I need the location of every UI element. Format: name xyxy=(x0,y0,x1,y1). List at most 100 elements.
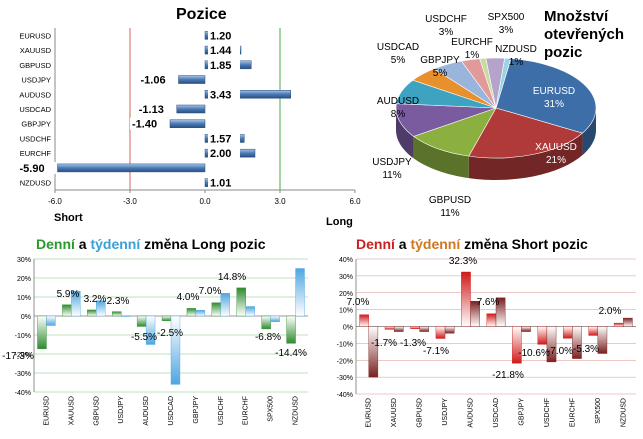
positions-value-label: 1.44 xyxy=(210,45,232,57)
change-data-label: -5.3% xyxy=(573,344,599,355)
weekly-change-bar xyxy=(572,326,582,359)
daily-change-bar xyxy=(236,287,246,317)
pie-slice-side xyxy=(396,108,414,159)
change-category-label: NZDUSD xyxy=(293,396,300,425)
daily-change-bar xyxy=(87,309,97,317)
positions-category-label: GBPUSD xyxy=(19,61,51,70)
positions-value-label: 1.01 xyxy=(210,178,231,190)
change-data-label: -1.7% xyxy=(371,338,397,349)
pie-label-name: GBPUSD xyxy=(429,195,471,206)
change-category-label: XAUUSD xyxy=(391,398,398,427)
weekly-change-bar xyxy=(170,315,181,385)
long-title-daily: Denní xyxy=(36,236,75,252)
change-category-label: GBPUSD xyxy=(93,396,100,426)
positions-value-label-bg xyxy=(208,132,240,145)
short-label: Short xyxy=(54,212,83,224)
change-category-label: AUDUSD xyxy=(143,396,150,426)
change-data-label: -5.5% xyxy=(131,332,157,343)
change-y-tick-label: 40% xyxy=(339,257,353,264)
change-category-label: USDCHF xyxy=(218,396,225,425)
change-y-tick-label: -40% xyxy=(337,392,353,399)
weekly-change-bar xyxy=(495,297,506,327)
pie-label-percent: 1% xyxy=(465,50,480,61)
pie-slice-eurusd xyxy=(495,58,597,134)
change-data-label: -7.1% xyxy=(423,346,449,357)
weekly-change-bar xyxy=(597,326,608,354)
positions-value-label-bg xyxy=(17,161,57,174)
daily-change-bar xyxy=(37,315,47,350)
open-positions-pie: EURUSD 31% XAUUSD 21% GBPUSD 11% USDJPY 11% AUDU… xyxy=(368,0,643,232)
daily-change-bar xyxy=(161,315,172,321)
pie-label-name: AUDUSD xyxy=(377,96,419,107)
change-category-label: EURUSD xyxy=(366,398,373,428)
pie-label-name: USDCHF xyxy=(425,14,467,25)
daily-change-bar xyxy=(112,311,122,317)
weekly-change-bar xyxy=(46,315,56,326)
pie-slice-side xyxy=(582,108,596,156)
positions-value-label: -1.06 xyxy=(141,75,166,87)
long-title-weekly: týdenní xyxy=(90,236,141,252)
change-data-label: 5.9% xyxy=(57,289,80,300)
change-category-label: EURCHF xyxy=(569,398,576,427)
weekly-change-bar xyxy=(245,306,255,317)
change-y-tick-label: -10% xyxy=(15,333,31,340)
daily-change-bar xyxy=(486,313,497,327)
pie-slice-side xyxy=(468,133,583,180)
pie-label-name: EURUSD xyxy=(533,86,575,97)
weekly-change-bar xyxy=(393,326,404,332)
short-title-daily: Denní xyxy=(356,236,395,252)
change-category-label: XAUUSD xyxy=(68,396,75,425)
change-category-label: USDJPY xyxy=(118,396,125,424)
positions-value-label: 1.57 xyxy=(210,133,231,145)
positions-value-label-bg xyxy=(208,44,240,57)
short-changes-svg: 40% 30% 20% 10% 0% -10% -20% -30% -40% EURUSD XAUU… xyxy=(337,256,636,428)
weekly-change-bar xyxy=(220,293,230,317)
change-y-tick-label: 0% xyxy=(343,325,353,332)
change-data-label: -17.3% xyxy=(2,351,34,362)
long-changes-chart: Denní a týdenní změna Long pozic 30% 20% 1… xyxy=(0,232,318,439)
long-changes-svg: 30% 20% 10% 0% -10% -20% -30% -40% EURUSD XAUUSD G… xyxy=(2,257,308,426)
change-data-label: 7.0% xyxy=(199,286,222,297)
weekly-change-bar xyxy=(368,326,379,378)
positions-category-label: AUDUSD xyxy=(19,90,51,99)
change-y-tick-label: -30% xyxy=(337,375,353,382)
pie-label-percent: 1% xyxy=(509,57,524,68)
positions-bar xyxy=(204,90,291,99)
short-title-weekly: týdenní xyxy=(410,236,461,252)
pie-label-percent: 11% xyxy=(382,170,401,181)
change-category-label: NZDUSD xyxy=(620,398,627,427)
change-data-label: -10.6% xyxy=(518,348,550,359)
change-data-label: 7.0% xyxy=(347,297,370,308)
change-data-label: 2.3% xyxy=(107,296,130,307)
change-y-tick-label: -30% xyxy=(15,371,31,378)
positions-bar xyxy=(57,163,206,173)
positions-value-label: 1.20 xyxy=(210,30,231,42)
change-category-label: GBPJPY xyxy=(518,398,525,426)
short-changes-chart: Denní a týdenní změna Short pozic 40% 30%… xyxy=(318,232,643,439)
weekly-change-bar xyxy=(470,300,480,327)
positions-chart-title: Pozice xyxy=(176,6,227,23)
long-title-rest: změna Long pozic xyxy=(140,236,266,252)
daily-change-bar xyxy=(261,315,271,330)
change-category-label: USDJPY xyxy=(442,398,449,426)
long-changes-title: Denní a týdenní změna Long pozic xyxy=(36,236,265,252)
positions-x-tick-label: 0.0 xyxy=(199,197,211,206)
positions-bar xyxy=(169,119,206,128)
change-y-tick-label: 30% xyxy=(17,257,31,264)
daily-change-bar xyxy=(512,326,522,364)
change-data-label: 14.8% xyxy=(218,272,246,283)
positions-value-label: 3.43 xyxy=(210,89,231,101)
positions-value-label-bg xyxy=(208,58,240,71)
short-title-and: a xyxy=(394,236,411,252)
pie-label-percent: 11% xyxy=(440,208,459,219)
change-data-label: 7.6% xyxy=(477,297,500,308)
positions-bar xyxy=(178,75,206,84)
change-data-label: 32.3% xyxy=(449,256,477,267)
positions-x-tick-label: 3.0 xyxy=(274,197,286,206)
pie-slice-side xyxy=(413,136,469,179)
weekly-change-bar xyxy=(270,315,280,322)
change-y-tick-label: -20% xyxy=(15,352,31,359)
positions-value-label-bg xyxy=(130,117,169,130)
daily-change-bar xyxy=(211,302,222,317)
pie-label-name: USDCAD xyxy=(377,42,419,53)
